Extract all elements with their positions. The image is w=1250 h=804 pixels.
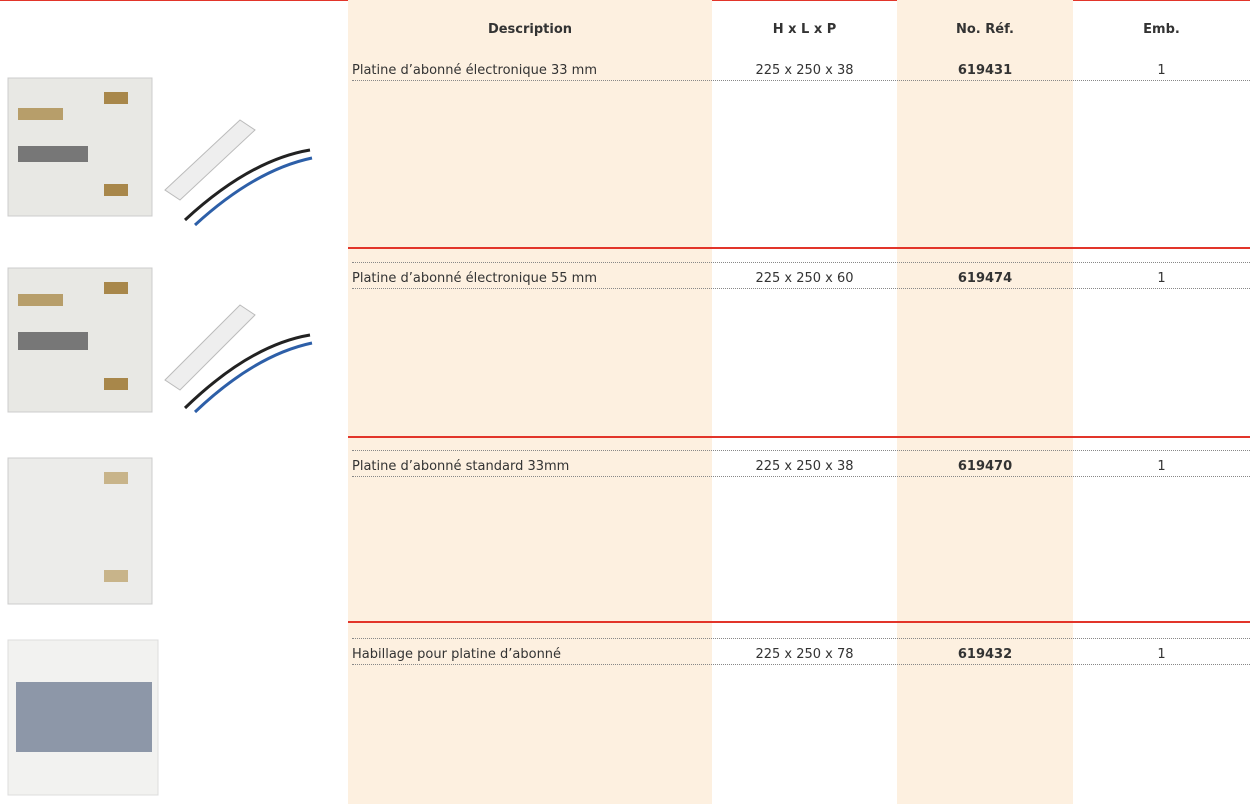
dotted-rule <box>352 262 1250 263</box>
row-separator <box>348 436 1250 438</box>
reference: 619470 <box>957 459 1013 474</box>
reference: 619474 <box>957 271 1013 286</box>
dotted-rule <box>352 476 1250 477</box>
row-separator <box>348 247 1250 249</box>
dotted-rule <box>352 450 1250 451</box>
column-header: Emb. <box>1143 22 1180 37</box>
product-image <box>7 267 313 414</box>
dimensions: 225 x 250 x 38 <box>755 459 854 474</box>
description: Platine d’abonné électronique 33 mm <box>352 63 598 78</box>
column-header: Description <box>487 22 573 37</box>
dimensions: 225 x 250 x 60 <box>755 271 854 286</box>
product-image <box>7 457 153 605</box>
dotted-rule <box>352 288 1250 289</box>
product-image <box>7 639 159 796</box>
description: Platine d’abonné électronique 55 mm <box>352 271 598 286</box>
reference: 619431 <box>957 63 1013 78</box>
dotted-rule <box>352 638 1250 639</box>
product-image <box>7 77 313 227</box>
packaging: 1 <box>1157 271 1166 286</box>
column-header: No. Réf. <box>956 22 1014 37</box>
packaging: 1 <box>1157 63 1166 78</box>
dotted-rule <box>352 664 1250 665</box>
dimensions: 225 x 250 x 38 <box>755 63 854 78</box>
description: Platine d’abonné standard 33mm <box>352 459 570 474</box>
dotted-rule <box>352 80 1250 81</box>
product-images <box>7 77 313 796</box>
row-separator <box>348 621 1250 623</box>
description: Habillage pour platine d’abonné <box>352 647 562 662</box>
reference: 619432 <box>957 647 1013 662</box>
dimensions: 225 x 250 x 78 <box>755 647 854 662</box>
column-shade <box>897 0 1073 804</box>
column-header: H x L x P <box>772 22 837 37</box>
packaging: 1 <box>1157 459 1166 474</box>
column-shade <box>348 0 712 804</box>
packaging: 1 <box>1157 647 1166 662</box>
